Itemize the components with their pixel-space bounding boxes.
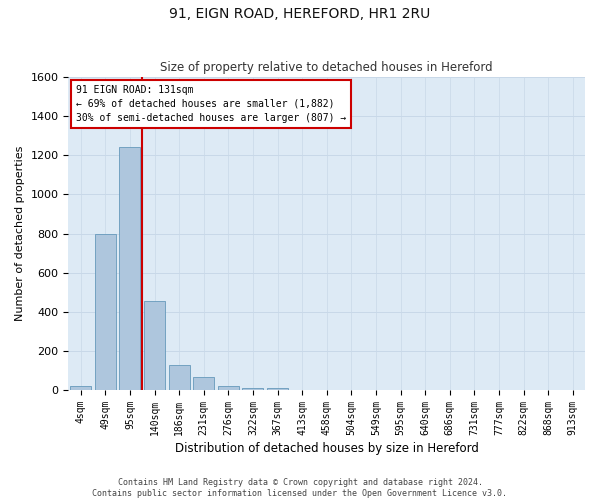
Bar [267,388,288,390]
Text: Contains HM Land Registry data © Crown copyright and database right 2024.
Contai: Contains HM Land Registry data © Crown c… [92,478,508,498]
Bar [169,364,190,390]
Bar [70,386,91,390]
Text: 91, EIGN ROAD, HEREFORD, HR1 2RU: 91, EIGN ROAD, HEREFORD, HR1 2RU [169,8,431,22]
Y-axis label: Number of detached properties: Number of detached properties [15,146,25,322]
Bar [218,386,239,390]
X-axis label: Distribution of detached houses by size in Hereford: Distribution of detached houses by size … [175,442,479,455]
Bar [95,234,116,390]
Bar [193,378,214,390]
Text: 91 EIGN ROAD: 131sqm
← 69% of detached houses are smaller (1,882)
30% of semi-de: 91 EIGN ROAD: 131sqm ← 69% of detached h… [76,85,346,123]
Bar [144,301,165,390]
Bar [242,388,263,390]
Title: Size of property relative to detached houses in Hereford: Size of property relative to detached ho… [160,62,493,74]
Bar [119,148,140,390]
